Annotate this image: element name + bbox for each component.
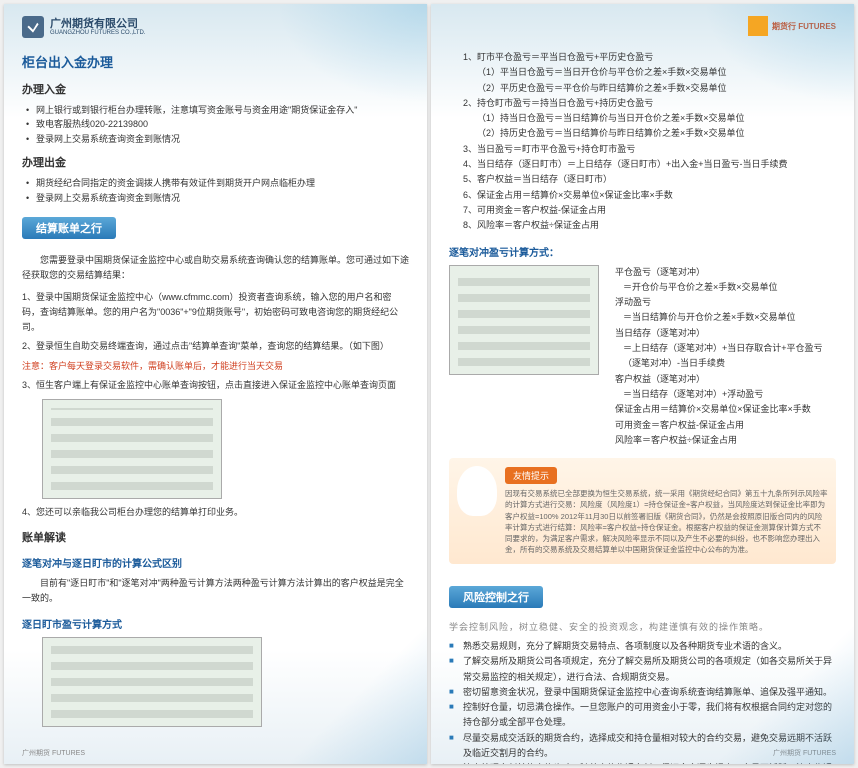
settlement-intro: 您需要登录中国期货保证金监控中心或自助交易系统查询确认您的结算账单。您可通过如下… [22,253,409,284]
hedge-item: 当日结存（逐笔对冲） [609,326,836,341]
page-left: 广州期货有限公司 GUANGZHOU FUTURES CO.,LTD. 柜台出入… [4,4,427,764]
withdraw-heading: 办理出金 [22,154,409,170]
tips-mascot-icon [457,466,497,516]
settlement-step: 1、登录中国期货保证金监控中心（www.cfmmc.com）投资者查询系统，输入… [22,290,409,336]
list-item: 登录网上交易系统查询资金到账情况 [36,132,409,146]
hedge-item: 浮动盈亏 [609,295,836,310]
risk-item: 熟悉交易规则，充分了解期货交易特点、各项制度以及各种期货专业术语的含义。 [449,639,836,654]
list-item: 登录网上交易系统查询资金到账情况 [36,191,409,205]
brand-text: 期货行 FUTURES [772,21,836,32]
settlement-step: 2、登录恒生自助交易终端查询，通过点击"结算单查询"菜单，查询您的结算结果。（如… [22,339,409,354]
deposit-list: 网上银行或到银行柜台办理转账，注意填写资金账号与资金用途"期货保证金存入" 致电… [22,103,409,146]
settlement-box: 结算账单之行 [22,217,116,239]
page-right: 期货行 FUTURES 1、盯市平仓盈亏＝平当日仓盈亏+平历史仓盈亏 （1）平当… [431,4,854,764]
calc-item: 3、当日盈亏＝盯市平仓盈亏+持仓盯市盈亏 [449,142,836,157]
company-logo-icon [22,16,44,38]
hedge-item: 平仓盈亏（逐笔对冲） [609,265,836,280]
calc-item: 1、盯市平仓盈亏＝平当日仓盈亏+平历史仓盈亏 [449,50,836,65]
screenshot-hedge [449,265,599,375]
calc-item: 6、保证金占用＝结算价×交易单位×保证金比率×手数 [449,188,836,203]
calc-item: （2）平历史仓盈亏＝平仓价与昨日结算价之差×手数×交易单位 [449,81,836,96]
company-name: 广州期货有限公司 [50,18,146,30]
screenshot-calendar [42,399,222,499]
calc-item: （2）持历史仓盈亏＝当日结算价与昨日结算价之差×手数×交易单位 [449,126,836,141]
list-item: 致电客服热线020-22139800 [36,117,409,131]
settlement-warning: 注意：客户每天登录交易软件，需确认账单后，才能进行当天交易 [22,359,409,374]
deposit-heading: 办理入金 [22,81,409,97]
risk-intro: 学会控制风险，树立稳健、安全的投资观念，构建谨慎有效的操作策略。 [449,620,836,635]
calc-item: 2、持仓盯市盈亏＝持当日仓盈亏+持历史仓盈亏 [449,96,836,111]
calc-list: 1、盯市平仓盈亏＝平当日仓盈亏+平历史仓盈亏 （1）平当日仓盈亏＝当日开仓价与平… [449,50,836,234]
company-name-en: GUANGZHOU FUTURES CO.,LTD. [50,30,146,36]
hedge-item: ＝当日结存（逐笔对冲）+浮动盈亏 [609,387,836,402]
interpret-sub1: 逐笔对冲与逐日盯市的计算公式区别 [22,555,409,570]
calc-item: 5、客户权益＝当日结存（逐日盯市） [449,172,836,187]
risk-item: 了解交易所及期货公司各项规定，充分了解交易所及期货公司的各项规定（如各交易所关于… [449,654,836,685]
interpret-sub2: 逐日盯市盈亏计算方式 [22,616,409,631]
header-left: 广州期货有限公司 GUANGZHOU FUTURES CO.,LTD. [22,16,409,38]
interpret-text: 目前有"逐日盯市"和"逐笔对冲"两种盈亏计算方法两种盈亏计算方法计算出的客户权益… [22,576,409,607]
calc-item: （1）持当日仓盈亏＝当日结算价与当日开仓价之差×手数×交易单位 [449,111,836,126]
risk-item: 注意处理交割前的合约头寸，随着合约临近交割，保证金会逐步提高，交易不活跃，注意临… [449,761,836,764]
calc-item: 4、当日结存（逐日盯市）＝上日结存（逐日盯市）+出入金+当日盈亏-当日手续费 [449,157,836,172]
hedge-item: ＝开仓价与平仓价之差×手数×交易单位 [609,280,836,295]
settlement-note: 4、您还可以亲临我公司柜台办理您的结算单打印业务。 [22,505,409,520]
risk-item: 控制好仓量，切忌满仓操作。一旦您账户的可用资金小于零，我们将有权根据合同约定对您… [449,700,836,731]
screenshot-report [42,637,262,727]
tips-box: 友情提示 因现有交易系统已全部更换为恒生交易系统，统一采用《期货经纪合同》第五十… [449,458,836,564]
calc-item: 8、风险率＝客户权益÷保证金占用 [449,218,836,233]
calc-item: 7、可用资金＝客户权益-保证金占用 [449,203,836,218]
hedge-item: 客户权益（逐笔对冲） [609,372,836,387]
main-title: 柜台出入金办理 [22,52,409,71]
hedge-item: 可用资金＝客户权益-保证金占用 [609,418,836,433]
risk-list: 熟悉交易规则，充分了解期货交易特点、各项制度以及各种期货专业术语的含义。 了解交… [449,639,836,764]
brand-person-icon [748,16,768,36]
hedge-item: 风险率＝客户权益÷保证金占用 [609,433,836,448]
calc-item: （1）平当日仓盈亏＝当日开仓价与平仓价之差×手数×交易单位 [449,65,836,80]
hedge-label: 逐笔对冲盈亏计算方式： [449,244,836,259]
tips-text: 因现有交易系统已全部更换为恒生交易系统，统一采用《期货经纪合同》第五十九条所列示… [505,488,828,556]
list-item: 网上银行或到银行柜台办理转账，注意填写资金账号与资金用途"期货保证金存入" [36,103,409,117]
hedge-list: 平仓盈亏（逐笔对冲） ＝开仓价与平仓价之差×手数×交易单位 浮动盈亏 ＝当日结算… [609,265,836,449]
hedge-item: ＝当日结算价与开仓价之差×手数×交易单位 [609,310,836,325]
footer-right: 广州期货 FUTURES [773,748,836,758]
withdraw-list: 期货经纪合同指定的资金调拨人携带有效证件到期货开户网点临柜办理 登录网上交易系统… [22,176,409,205]
hedge-row: 平仓盈亏（逐笔对冲） ＝开仓价与平仓价之差×手数×交易单位 浮动盈亏 ＝当日结算… [449,265,836,449]
hedge-item: 保证金占用＝结算价×交易单位×保证金比率×手数 [609,402,836,417]
footer-left: 广州期货 FUTURES [22,748,85,758]
interpret-heading: 账单解读 [22,529,409,545]
list-item: 期货经纪合同指定的资金调拨人携带有效证件到期货开户网点临柜办理 [36,176,409,190]
tips-badge: 友情提示 [505,467,557,484]
risk-box: 风险控制之行 [449,586,543,608]
header-right: 期货行 FUTURES [449,16,836,36]
risk-item: 密切留意资金状况，登录中国期货保证金监控中心查询系统查询结算账单、追保及强平通知… [449,685,836,700]
hedge-item: ＝上日结存（逐笔对冲）+当日存取合计+平仓盈亏（逐笔对冲）-当日手续费 [609,341,836,372]
settlement-step3: 3、恒生客户端上有保证金监控中心账单查询按钮，点击直接进入保证金监控中心账单查询… [22,378,409,393]
